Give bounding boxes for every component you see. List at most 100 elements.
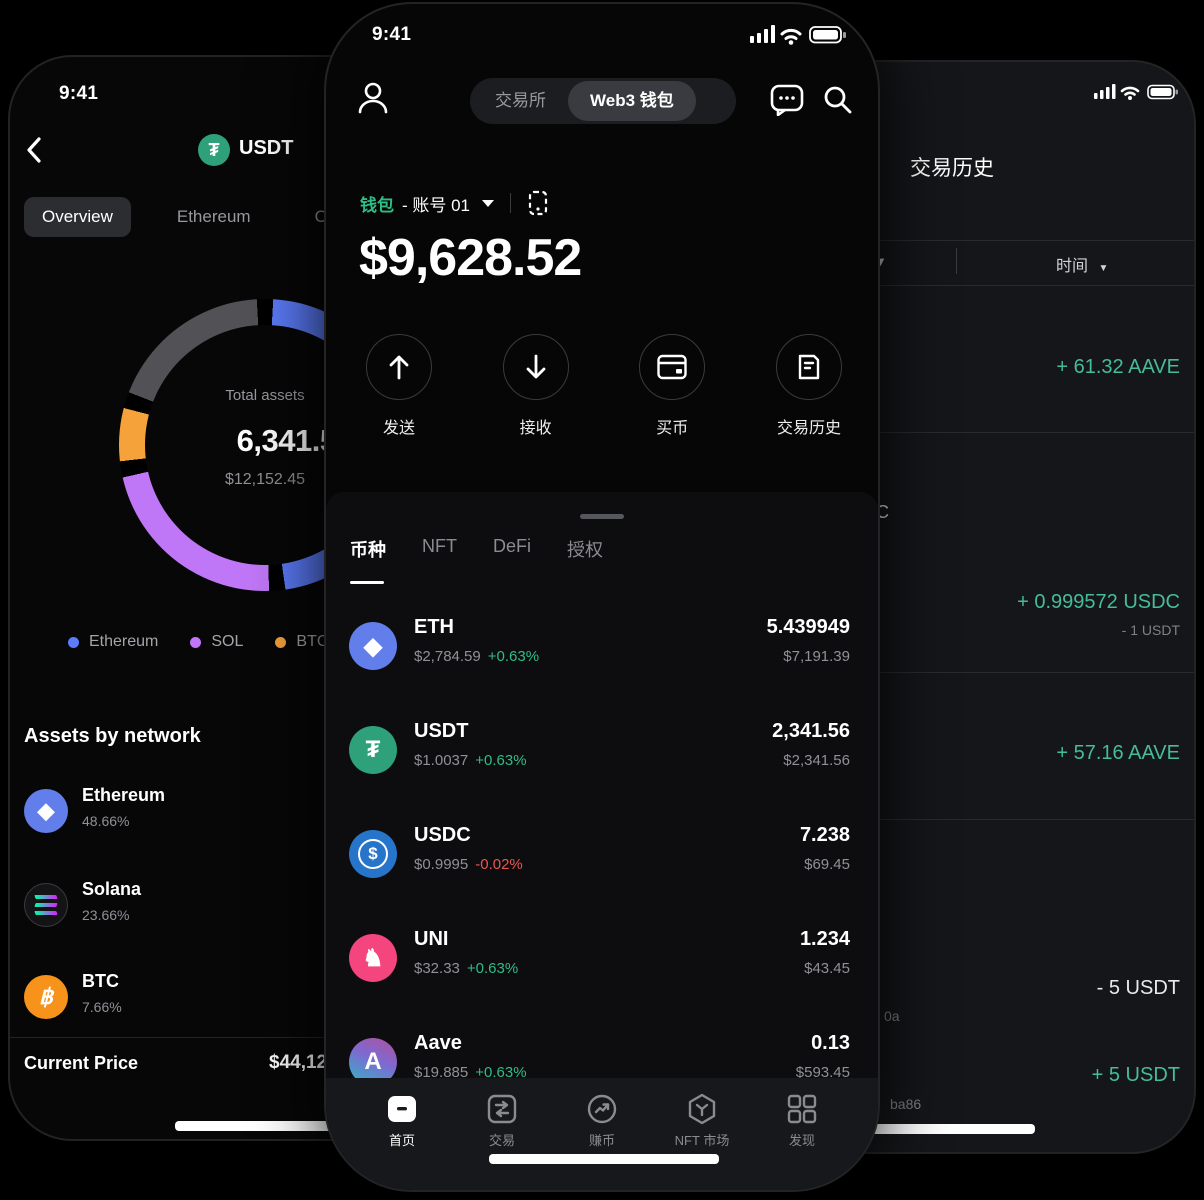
chat-icon[interactable]: [770, 84, 804, 116]
nav-label: 发现: [788, 1133, 815, 1148]
nav-icon: [657, 1092, 747, 1126]
bottom-navigation: 首页 交易 赚币 NFT 市场 发现: [326, 1078, 878, 1190]
legend-dot: [68, 636, 79, 648]
nav-item-发现[interactable]: 发现: [757, 1092, 847, 1190]
network-asset-row[interactable]: ◆ Ethereum 48.66%: [10, 767, 566, 859]
token-symbol: UNI: [414, 928, 449, 950]
tab-ethereum[interactable]: Ethereum: [176, 207, 251, 226]
token-symbol: Aave: [414, 1032, 462, 1054]
tab-exchange[interactable]: 交易所: [495, 91, 546, 110]
token-amount: 0.13: [811, 1032, 850, 1054]
sheet-tab-NFT[interactable]: NFT: [422, 536, 457, 556]
token-usd-value: $2,341.56: [783, 752, 850, 769]
nav-item-赚币[interactable]: 赚币: [557, 1092, 647, 1190]
token-row[interactable]: ₮ USDT $1.0037 +0.63% 2,341.56 $2,341.56: [326, 698, 878, 802]
discover-icon: [787, 1094, 817, 1124]
tx-address-fragment: 0a: [884, 1008, 900, 1024]
token-change: +0.63%: [487, 648, 540, 665]
token-amount: 7.238: [799, 824, 850, 846]
token-change: +0.63%: [475, 1064, 527, 1081]
tab-overview[interactable]: Overview: [24, 197, 131, 237]
earn-icon: [587, 1094, 617, 1124]
nav-item-交易[interactable]: 交易: [457, 1092, 547, 1190]
quick-actions: 发送 接收 买币 交易历史: [344, 334, 864, 438]
tab-web3-wallet[interactable]: Web3 钱包: [568, 81, 696, 121]
account-selector[interactable]: 钱包 - 账号 01: [360, 190, 549, 216]
token-usd-value: $69.45: [804, 856, 850, 873]
token-price: $2,784.59: [414, 648, 481, 665]
home-indicator[interactable]: [805, 1124, 1035, 1134]
current-price-value: $44,12: [269, 1052, 328, 1073]
trade-icon: [487, 1094, 517, 1124]
token-usd-value: $7,191.39: [783, 648, 850, 665]
wallet-label: 钱包: [360, 195, 394, 215]
token-symbol: ETH: [414, 616, 454, 638]
buy-crypto-button[interactable]: 买币: [617, 334, 727, 438]
network-asset-row[interactable]: Solana 23.66%: [10, 861, 566, 953]
drag-handle[interactable]: [580, 514, 624, 519]
legend-dot: [190, 636, 202, 648]
token-icon: $: [349, 830, 397, 878]
assets-heading: Assets by network: [24, 725, 201, 747]
token-row[interactable]: ♞ UNI $32.33 +0.63% 1.234 $43.45: [326, 906, 878, 1010]
divider: [642, 819, 1194, 820]
legend-item: SOL: [190, 633, 243, 651]
ethereum-icon: ◆: [37, 798, 55, 823]
search-icon[interactable]: [822, 84, 854, 116]
token-amount: 5.439949: [766, 616, 850, 638]
status-icons: [750, 25, 846, 45]
scan-device-icon[interactable]: [527, 190, 549, 216]
sheet-tab-授权[interactable]: 授权: [567, 540, 604, 560]
arrow-up-icon: [389, 355, 409, 380]
token-usd-value: $43.45: [804, 960, 850, 977]
tx-amount[interactable]: + 61.32 AAVE: [1056, 356, 1180, 378]
token-row[interactable]: $ USDC $0.9995 -0.02% 7.238 $69.45: [326, 802, 878, 906]
token-price-change: $32.33 +0.63%: [414, 960, 518, 977]
legend-label: Ethereum: [89, 633, 159, 650]
legend-dot: [275, 636, 287, 648]
account-label: - 账号 01: [402, 195, 471, 215]
nav-label: 首页: [388, 1133, 415, 1148]
document-icon: [798, 354, 820, 380]
send-button[interactable]: 发送: [344, 334, 454, 438]
token-usd-value: $593.45: [795, 1064, 850, 1081]
nav-item-首页[interactable]: 首页: [357, 1092, 447, 1190]
sheet-tab-币种[interactable]: 币种: [350, 536, 386, 584]
nav-icon: [457, 1092, 547, 1126]
divider: [10, 1037, 566, 1038]
legend-label: BTC: [296, 633, 329, 650]
tx-amount[interactable]: - 5 USDT: [1096, 977, 1180, 999]
chevron-down-icon: ▼: [1098, 263, 1109, 274]
token-price-change: $1.0037 +0.63%: [414, 752, 527, 769]
sort-by-time[interactable]: 时间 ▼: [1056, 258, 1109, 275]
tx-amount[interactable]: + 0.999572 USDC: [1017, 591, 1180, 613]
asset-percent: 23.66%: [82, 907, 130, 923]
tx-amount[interactable]: + 57.16 AAVE: [1056, 742, 1180, 764]
token-price: $0.9995: [414, 856, 469, 873]
sheet-tab-DeFi[interactable]: DeFi: [493, 536, 532, 556]
assets-sheet: [326, 492, 878, 1080]
home-indicator[interactable]: [489, 1154, 719, 1164]
divider: [642, 285, 1194, 286]
profile-icon[interactable]: [356, 80, 390, 116]
divider: [642, 672, 1194, 673]
asset-icon: ◆: [24, 789, 68, 833]
receive-button[interactable]: 接收: [481, 334, 591, 438]
nav-item-NFT 市场[interactable]: NFT 市场: [657, 1092, 747, 1190]
status-icons: [1094, 84, 1178, 100]
home-indicator[interactable]: [175, 1121, 405, 1131]
donut-center-label: Total assets: [225, 387, 305, 404]
history-button[interactable]: 交易历史: [754, 334, 864, 438]
network-asset-row[interactable]: ฿ BTC 7.66%: [10, 953, 566, 1045]
legend-label: SOL: [211, 633, 244, 650]
nav-label: 交易: [488, 1133, 515, 1148]
token-price: $19.885: [414, 1064, 469, 1081]
donut-center-usd: $12,152.45: [224, 471, 306, 488]
tx-amount[interactable]: + 5 USDT: [1091, 1064, 1180, 1086]
back-icon[interactable]: [22, 135, 48, 165]
history-title: 交易历史: [910, 157, 994, 180]
asset-percent: 48.66%: [82, 813, 130, 829]
token-price: $1.0037: [414, 752, 469, 769]
legend-item: Ethereum: [68, 633, 158, 651]
token-row[interactable]: ◆ ETH $2,784.59 +0.63% 5.439949 $7,191.39: [326, 594, 878, 698]
